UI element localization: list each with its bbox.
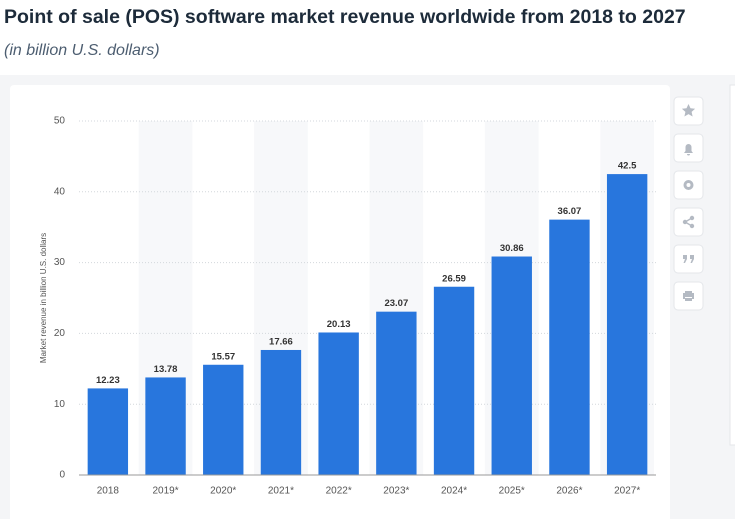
value-label: 23.07 xyxy=(384,298,408,309)
bar xyxy=(549,219,590,475)
x-tick-label: 2027* xyxy=(614,486,640,497)
chart-title: Point of sale (POS) software market reve… xyxy=(4,6,686,28)
x-tick-label: 2025* xyxy=(499,486,525,497)
value-label: 12.23 xyxy=(96,375,120,386)
x-tick-label: 2023* xyxy=(383,486,409,497)
value-label: 13.78 xyxy=(154,364,178,375)
toolbar xyxy=(673,96,704,311)
value-label: 36.07 xyxy=(558,206,582,217)
share-icon xyxy=(682,215,695,229)
side-panel xyxy=(729,84,735,446)
x-tick-label: 2019* xyxy=(152,486,178,497)
bar xyxy=(433,286,475,475)
gear-hole xyxy=(686,183,691,187)
print-icon xyxy=(683,291,694,301)
value-label: 15.57 xyxy=(211,351,235,362)
x-tick-label: 2022* xyxy=(326,486,352,497)
value-label: 20.13 xyxy=(327,319,351,330)
y-tick-label: 10 xyxy=(54,399,66,410)
y-axis-label: Market revenue in billion U.S. dollars xyxy=(39,233,48,363)
value-label: 17.66 xyxy=(269,336,293,347)
x-tick-label: 2021* xyxy=(268,486,294,497)
chart-subtitle: (in billion U.S. dollars) xyxy=(4,42,160,59)
x-tick-label: 2018 xyxy=(97,486,120,497)
bell-icon xyxy=(684,144,693,156)
star-icon xyxy=(681,104,696,117)
y-tick-label: 50 xyxy=(54,116,66,127)
y-tick-label: 0 xyxy=(59,470,65,481)
bar xyxy=(260,349,302,475)
y-tick-label: 40 xyxy=(54,186,66,197)
y-tick-label: 20 xyxy=(54,328,66,339)
x-tick-label: 2024* xyxy=(441,486,467,497)
value-label: 30.86 xyxy=(500,243,524,254)
bar xyxy=(491,256,532,475)
bar xyxy=(87,388,129,475)
cite-button[interactable] xyxy=(673,244,704,274)
y-tick-label: 30 xyxy=(54,257,66,268)
value-label: 26.59 xyxy=(442,273,466,284)
x-tick-label: 2026* xyxy=(556,486,582,497)
bar xyxy=(318,332,359,475)
header-bg xyxy=(0,0,735,75)
value-label: 42.5 xyxy=(618,161,637,172)
bar xyxy=(376,311,417,475)
share-button[interactable] xyxy=(673,207,704,237)
bar xyxy=(145,377,186,475)
x-tick-label: 2020* xyxy=(210,486,236,497)
bar xyxy=(606,174,648,475)
bar xyxy=(203,364,244,475)
quote-icon xyxy=(683,255,694,263)
